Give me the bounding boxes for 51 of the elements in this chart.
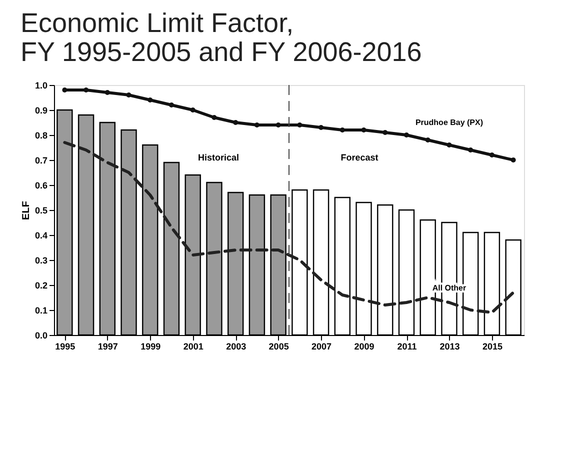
x-tick-label: 2013 (440, 342, 460, 352)
series-label: Prudhoe Bay (PX) (415, 118, 484, 127)
text: Economic Limit Factor, (20, 8, 294, 38)
point (169, 102, 174, 108)
point (276, 122, 281, 128)
point (233, 120, 238, 125)
point (340, 128, 345, 132)
point (190, 108, 196, 112)
y-tick-label: 0.6 (34, 180, 48, 190)
y-tick-label: 0.3 (34, 256, 48, 266)
text: FY 1995-2005 and FY 2006-2016 (20, 37, 422, 67)
y-tick-label: 0.5 (34, 206, 48, 216)
point (468, 148, 474, 152)
point (297, 122, 302, 128)
y-tick-label: 0.8 (34, 130, 48, 140)
x-tick-label: 2009 (354, 342, 374, 352)
x-tick-label: 2005 (268, 342, 289, 352)
x-tick-label: 2003 (226, 342, 246, 352)
x-tick-label: 2007 (312, 342, 332, 352)
x-tick-label: 2001 (183, 342, 204, 352)
point (148, 98, 153, 102)
x-tick-label: 2015 (482, 342, 502, 352)
y-tick-label: 0.9 (34, 106, 48, 116)
x-tick-label: 1999 (140, 342, 161, 352)
point (254, 122, 260, 128)
y-axis-title: ELF (20, 201, 32, 220)
annotation: Forecast (340, 152, 378, 162)
x-tick-label: 1997 (98, 342, 118, 352)
point (361, 128, 366, 132)
annotation: Historical (198, 152, 240, 162)
point (126, 92, 132, 98)
y-tick-label: 1.0 (34, 80, 48, 90)
point (489, 152, 494, 158)
y-tick-label: 0.4 (34, 230, 48, 240)
point (84, 88, 89, 92)
point (425, 138, 430, 142)
point (382, 130, 388, 135)
point (510, 158, 516, 162)
x-tick-label: 1995 (55, 342, 76, 352)
y-tick-label: 0.2 (34, 280, 48, 290)
point (62, 88, 68, 92)
x-tick-label: 2011 (397, 342, 417, 352)
point (104, 90, 110, 95)
point (318, 125, 324, 130)
point (446, 142, 452, 148)
line-series (63, 141, 515, 314)
y-tick-label: 0.1 (34, 306, 48, 316)
point (212, 115, 217, 120)
point (404, 132, 409, 138)
y-tick-label: 0.0 (34, 330, 48, 340)
y-tick-label: 0.7 (34, 156, 48, 166)
